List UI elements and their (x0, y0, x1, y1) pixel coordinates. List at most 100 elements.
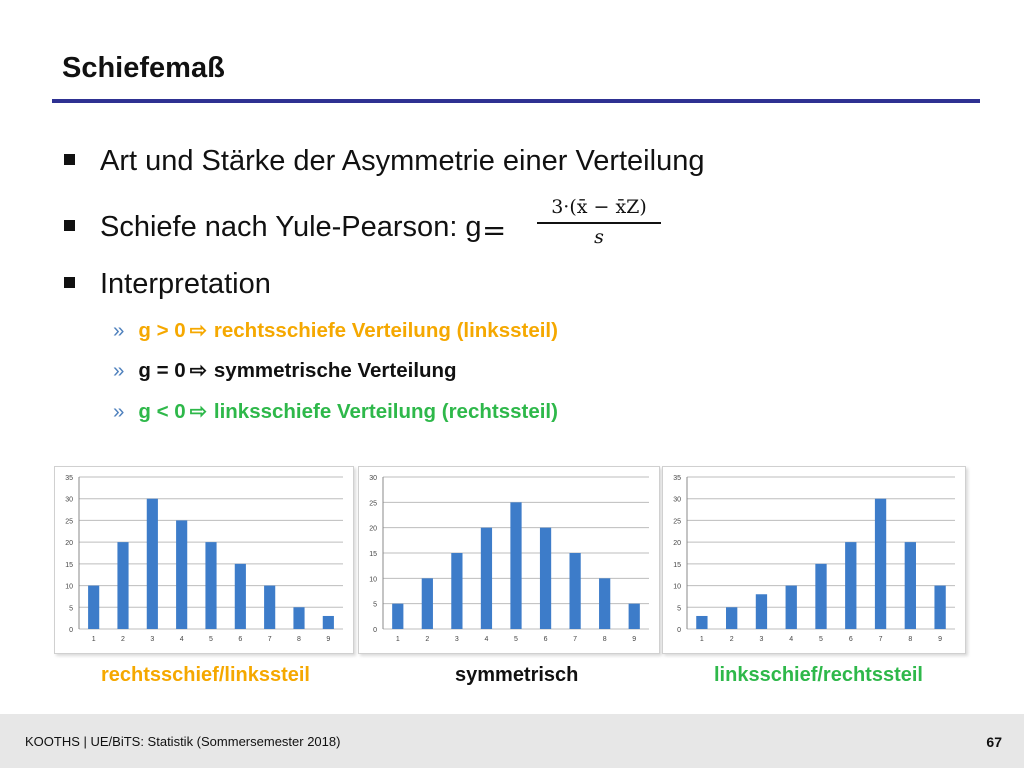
footer-bar: KOOTHS | UE/BiTS: Statistik (Sommersemes… (0, 714, 1024, 768)
square-bullet-icon (64, 277, 75, 288)
y-tick-label: 15 (369, 551, 377, 558)
caption-right-skewed: rechtsschief/linkssteil (101, 664, 310, 686)
x-tick-label: 9 (632, 636, 636, 643)
sub-bullet-marker: » (113, 359, 125, 382)
x-tick-label: 5 (514, 636, 518, 643)
bar (904, 542, 916, 629)
y-tick-label: 25 (369, 500, 377, 507)
condition: g = 0 (138, 359, 186, 382)
x-tick-label: 2 (425, 636, 429, 643)
slide-title: Schiefemaß (62, 52, 225, 84)
bar (176, 520, 188, 629)
y-tick-label: 20 (673, 540, 681, 547)
x-tick-label: 1 (92, 636, 96, 643)
interpretation-text: rechtsschiefe Verteilung (linkssteil) (213, 319, 558, 342)
formula-numerator: 3·(x̄ − x̄Z) (551, 196, 647, 218)
x-tick-label: 4 (484, 636, 488, 643)
bar (510, 502, 522, 629)
bar (726, 607, 738, 629)
y-tick-label: 0 (373, 627, 377, 634)
bar (874, 498, 887, 629)
bar (480, 527, 493, 629)
x-tick-label: 9 (938, 636, 942, 643)
bullet-text: Schiefe nach Yule-Pearson: g (100, 211, 482, 243)
bar (696, 615, 708, 629)
bar (117, 542, 129, 629)
interpretation-zero: » g = 0 ⇨ symmetrische Verteilung (113, 358, 457, 383)
y-tick-label: 25 (65, 518, 73, 525)
y-tick-label: 5 (373, 602, 377, 609)
x-tick-label: 3 (455, 636, 459, 643)
chart-symmetric-svg: 0 5 10 15 20 25 30 1 2 3 4 5 6 7 8 9 (369, 475, 649, 643)
formula-fraction: 3·(x̄ − x̄Z) s (537, 196, 661, 248)
chart-left-skewed-svg: 0 5 10 15 20 25 30 35 1 2 3 4 5 6 7 8 9 (673, 475, 955, 643)
x-tick-label: 6 (849, 636, 853, 643)
interpretation-negative: » g < 0 ⇨ linksschiefe Verteilung (rechtsst… (113, 399, 558, 424)
x-tick-label: 3 (150, 636, 154, 643)
x-tick-label: 4 (180, 636, 184, 643)
title-divider (52, 99, 980, 103)
x-tick-label: 2 (121, 636, 125, 643)
x-tick-label: 6 (238, 636, 242, 643)
arrow-right-icon: ⇨ (189, 319, 207, 342)
x-tick-label: 1 (396, 636, 400, 643)
x-tick-label: 1 (700, 636, 704, 643)
bar (628, 603, 640, 629)
x-tick-label: 5 (819, 636, 823, 643)
bar (934, 585, 946, 629)
y-tick-label: 25 (673, 518, 681, 525)
x-tick-label: 5 (209, 636, 213, 643)
bar (451, 553, 463, 629)
bar (234, 563, 246, 629)
y-tick-label: 10 (65, 584, 73, 591)
y-tick-label: 0 (69, 627, 73, 634)
sub-bullet-marker: » (113, 400, 125, 423)
y-tick-label: 5 (677, 605, 681, 612)
x-tick-label: 8 (603, 636, 607, 643)
y-tick-label: 30 (673, 497, 681, 504)
bar (815, 563, 827, 629)
interpretation-text: symmetrische Verteilung (213, 359, 457, 382)
chart-left-skewed: 0 5 10 15 20 25 30 35 1 2 3 4 5 6 7 8 9 (662, 466, 966, 654)
bar (392, 603, 404, 629)
formula-denominator: s (594, 226, 604, 248)
bar (421, 578, 433, 629)
y-tick-label: 15 (673, 562, 681, 569)
square-bullet-icon (64, 220, 75, 231)
x-tick-label: 8 (297, 636, 301, 643)
fraction-bar (537, 222, 661, 224)
x-tick-label: 9 (326, 636, 330, 643)
y-tick-label: 30 (369, 475, 377, 482)
y-tick-label: 5 (69, 605, 73, 612)
x-tick-label: 4 (789, 636, 793, 643)
interpretation-text: linksschiefe Verteilung (rechtssteil) (213, 400, 558, 423)
y-tick-label: 10 (369, 576, 377, 583)
arrow-right-icon: ⇨ (189, 359, 207, 382)
y-tick-label: 35 (673, 475, 681, 482)
bar (88, 585, 100, 629)
bar (785, 585, 797, 629)
y-tick-label: 30 (65, 497, 73, 504)
bar (845, 542, 857, 629)
chart-right-skewed: 0 5 10 15 20 25 30 35 1 2 3 4 5 6 7 8 9 (54, 466, 354, 654)
caption-left-skewed: linksschief/rechtssteil (714, 664, 923, 686)
y-tick-label: 10 (673, 584, 681, 591)
caption-symmetric: symmetrisch (455, 664, 579, 686)
bar (293, 607, 305, 629)
y-tick-label: 35 (65, 475, 73, 482)
x-tick-label: 8 (908, 636, 912, 643)
x-tick-label: 7 (879, 636, 883, 643)
page-number: 67 (986, 734, 1002, 750)
bullet-text: Art und Stärke der Asymmetrie einer Vert… (100, 145, 705, 177)
x-tick-label: 6 (544, 636, 548, 643)
sub-bullet-marker: » (113, 319, 125, 342)
bar (539, 527, 552, 629)
bar (205, 542, 217, 629)
footer-text: KOOTHS | UE/BiTS: Statistik (Sommersemes… (25, 734, 341, 749)
y-tick-label: 15 (65, 562, 73, 569)
arrow-right-icon: ⇨ (189, 400, 207, 423)
condition: g < 0 (138, 400, 186, 423)
bar (569, 553, 581, 629)
formula-equals: = (482, 213, 507, 247)
x-tick-label: 2 (730, 636, 734, 643)
